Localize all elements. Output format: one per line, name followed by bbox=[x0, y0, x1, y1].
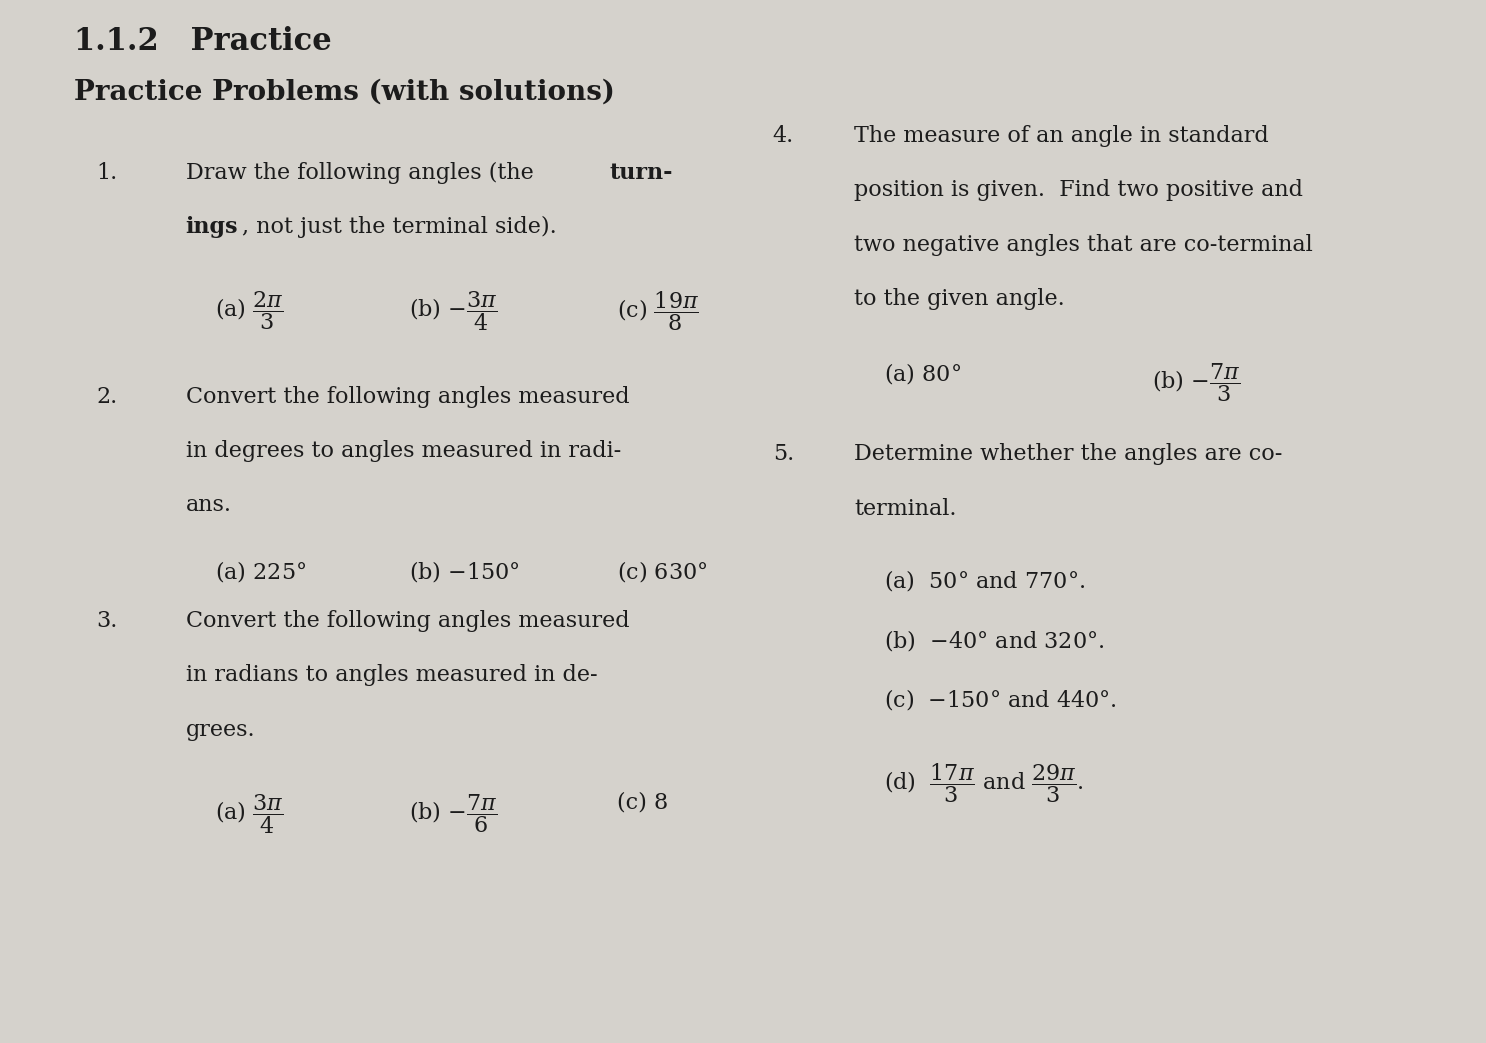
Text: , not just the terminal side).: , not just the terminal side). bbox=[242, 216, 557, 238]
Text: (c) 8: (c) 8 bbox=[617, 792, 667, 814]
Text: (b) $-\dfrac{7\pi}{6}$: (b) $-\dfrac{7\pi}{6}$ bbox=[409, 792, 498, 834]
Text: 4.: 4. bbox=[773, 125, 794, 147]
Text: Practice Problems (with solutions): Practice Problems (with solutions) bbox=[74, 78, 615, 105]
Text: (c) $\dfrac{19\pi}{8}$: (c) $\dfrac{19\pi}{8}$ bbox=[617, 289, 698, 333]
Text: Draw the following angles (the: Draw the following angles (the bbox=[186, 162, 541, 184]
Text: 1.: 1. bbox=[97, 162, 117, 184]
Text: (a)  50$°$ and 770$°$.: (a) 50$°$ and 770$°$. bbox=[884, 568, 1085, 593]
Text: Convert the following angles measured: Convert the following angles measured bbox=[186, 610, 630, 632]
Text: ings: ings bbox=[186, 216, 238, 238]
Text: terminal.: terminal. bbox=[854, 498, 957, 519]
Text: (a) 80$°$: (a) 80$°$ bbox=[884, 361, 961, 386]
Text: The measure of an angle in standard: The measure of an angle in standard bbox=[854, 125, 1269, 147]
Text: (a) $\dfrac{2\pi}{3}$: (a) $\dfrac{2\pi}{3}$ bbox=[215, 289, 284, 332]
Text: 5.: 5. bbox=[773, 443, 794, 465]
Text: (a) 225$°$: (a) 225$°$ bbox=[215, 559, 306, 584]
Text: (b)  $-$40$°$ and 320$°$.: (b) $-$40$°$ and 320$°$. bbox=[884, 628, 1104, 653]
Text: turn-: turn- bbox=[609, 162, 673, 184]
Text: two negative angles that are co-terminal: two negative angles that are co-terminal bbox=[854, 234, 1314, 256]
Text: 2.: 2. bbox=[97, 386, 117, 408]
Text: to the given angle.: to the given angle. bbox=[854, 288, 1065, 310]
Text: Convert the following angles measured: Convert the following angles measured bbox=[186, 386, 630, 408]
Text: (b) $-$150$°$: (b) $-$150$°$ bbox=[409, 559, 520, 584]
Text: in degrees to angles measured in radi-: in degrees to angles measured in radi- bbox=[186, 440, 621, 462]
Text: (b) $-\dfrac{3\pi}{4}$: (b) $-\dfrac{3\pi}{4}$ bbox=[409, 289, 498, 333]
Text: position is given.  Find two positive and: position is given. Find two positive and bbox=[854, 179, 1303, 201]
Text: 1.1.2   Practice: 1.1.2 Practice bbox=[74, 26, 331, 57]
Text: (c) 630$°$: (c) 630$°$ bbox=[617, 559, 707, 584]
Text: (a) $\dfrac{3\pi}{4}$: (a) $\dfrac{3\pi}{4}$ bbox=[215, 792, 284, 835]
Text: grees.: grees. bbox=[186, 719, 256, 741]
Text: (d)  $\dfrac{17\pi}{3}$ and $\dfrac{29\pi}{3}$.: (d) $\dfrac{17\pi}{3}$ and $\dfrac{29\pi… bbox=[884, 760, 1083, 804]
Text: ans.: ans. bbox=[186, 494, 232, 516]
Text: (b) $-\dfrac{7\pi}{3}$: (b) $-\dfrac{7\pi}{3}$ bbox=[1152, 361, 1241, 404]
Text: Determine whether the angles are co-: Determine whether the angles are co- bbox=[854, 443, 1282, 465]
Text: (c)  $-$150$°$ and 440$°$.: (c) $-$150$°$ and 440$°$. bbox=[884, 687, 1117, 712]
Text: in radians to angles measured in de-: in radians to angles measured in de- bbox=[186, 664, 597, 686]
Text: 3.: 3. bbox=[97, 610, 117, 632]
